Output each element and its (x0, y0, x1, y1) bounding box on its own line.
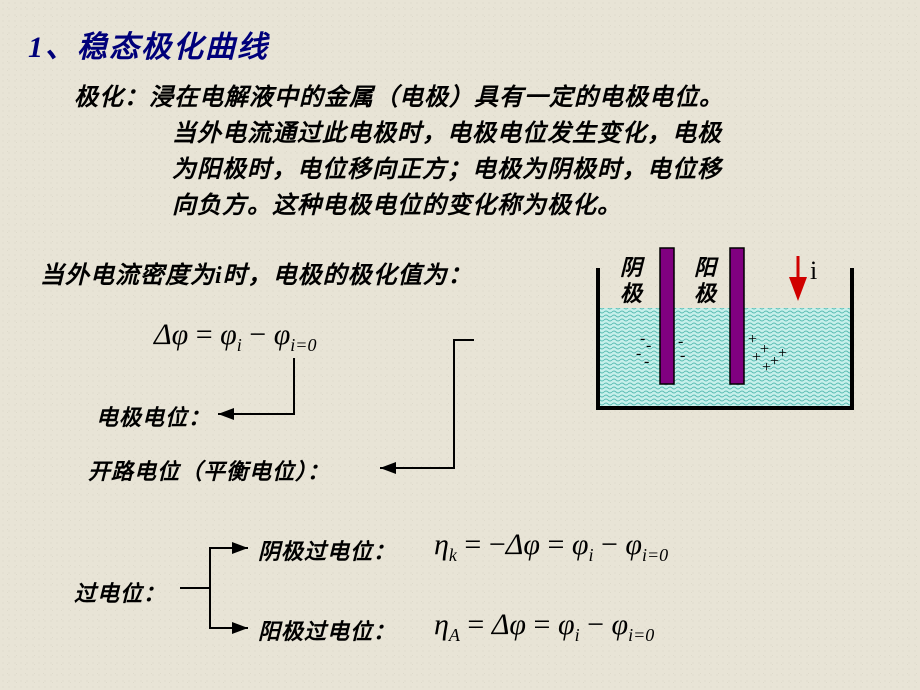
svg-text:+: + (760, 341, 769, 358)
cell-cathode-l2: 极 (620, 276, 642, 308)
svg-text:+: + (752, 349, 761, 366)
svg-text:-: - (644, 353, 649, 370)
cell-anode-l2: 极 (694, 276, 716, 308)
svg-text:+: + (762, 359, 771, 376)
svg-text:+: + (748, 331, 757, 348)
cell-i: i (810, 256, 817, 286)
svg-text:-: - (636, 345, 641, 362)
svg-text:-: - (680, 347, 685, 364)
svg-text:-: - (646, 337, 651, 354)
svg-text:+: + (778, 345, 787, 362)
